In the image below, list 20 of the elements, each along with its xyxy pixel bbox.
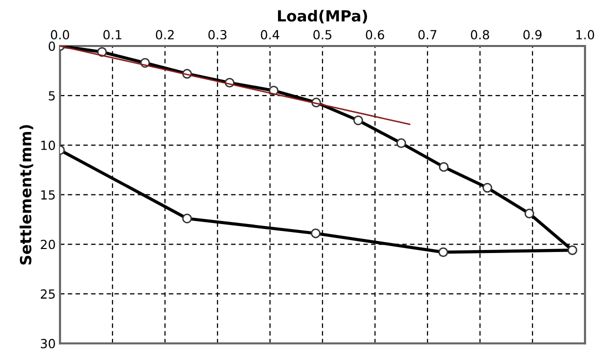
x-tick-label: 0.3 [208,30,226,40]
x-tick-label: 0.1 [103,30,122,40]
x-tick-label: 0.9 [523,30,542,40]
y-tick-label: 25 [40,289,55,299]
x-tick-label: 0.8 [470,30,490,40]
x-tick-label: 0.6 [366,30,384,40]
x-tick-label: 1.0 [576,30,594,40]
y-axis-title: Settlement(mm) [20,125,34,265]
x-tick-label: 0.7 [418,30,436,40]
x-tick-label: 0.0 [50,30,70,40]
y-tick-label: 20 [40,240,56,250]
x-axis-title: Load(MPa) [278,10,368,24]
y-tick-label: 10 [41,140,56,150]
y-tick-label: 0 [48,41,56,51]
x-tick-label: 0.2 [156,30,174,40]
y-tick-label: 15 [41,190,55,200]
x-tick-label: 0.5 [313,30,332,40]
y-tick-label: 5 [48,91,55,101]
y-tick-label: 30 [40,338,56,348]
x-tick-label: 0.4 [260,30,280,40]
